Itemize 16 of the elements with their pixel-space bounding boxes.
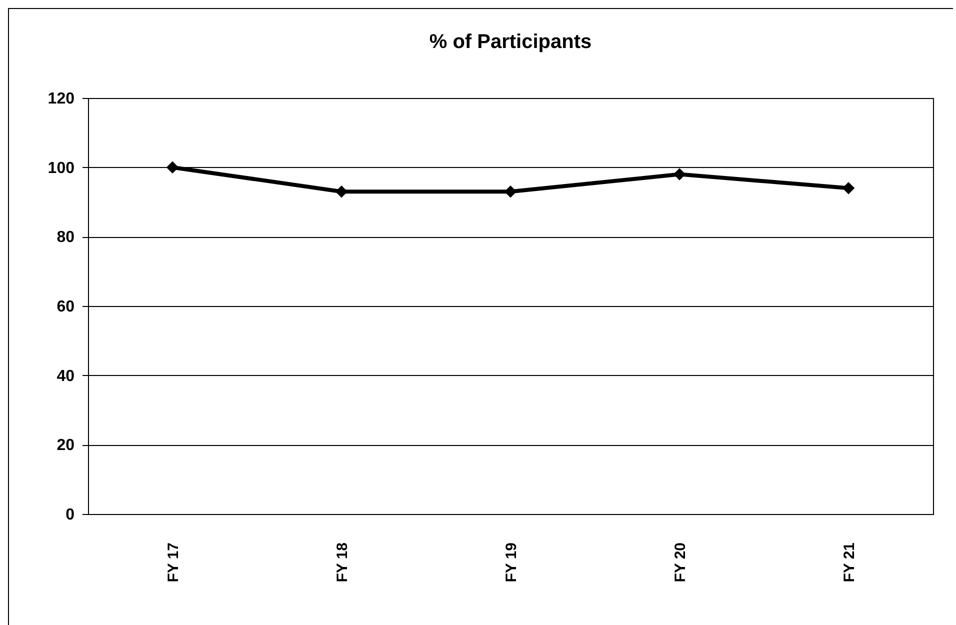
chart-title: % of Participants [429, 31, 592, 53]
y-tick-label: 20 [56, 437, 75, 454]
x-tick-label: FY 17 [165, 542, 182, 582]
y-tick-label: 120 [48, 90, 75, 108]
point [842, 182, 855, 194]
x-tick-label: FY 21 [841, 542, 858, 582]
x-tick-label: FY 20 [672, 542, 689, 582]
x-tick-label: FY 19 [503, 542, 520, 582]
point [166, 161, 179, 174]
y-tick-label: 80 [56, 229, 75, 246]
y-tick-label: 40 [56, 368, 75, 385]
y-tick-label: 0 [66, 506, 75, 524]
y-tick-label: 60 [56, 298, 75, 316]
y-tick-label: 100 [48, 160, 75, 177]
x-tick-label: FY 18 [334, 542, 351, 582]
point [673, 168, 686, 180]
